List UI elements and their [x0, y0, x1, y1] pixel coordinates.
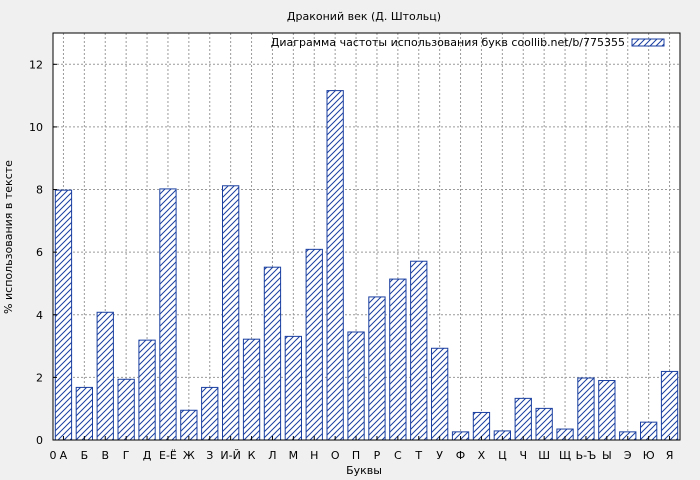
bar-О: [326, 90, 344, 441]
x-tick-label: В: [101, 449, 109, 462]
x-tick-label: Ч: [519, 449, 527, 462]
legend: Диаграмма частоты использования букв coo…: [271, 36, 665, 49]
bar-Х: [472, 411, 491, 441]
bar-У: [430, 347, 449, 441]
x-tick-label: Ю: [643, 449, 655, 462]
x-tick-label: О: [331, 449, 340, 462]
chart-title: Драконий век (Д. Штольц): [287, 10, 441, 23]
y-tick-label: 4: [36, 309, 43, 322]
bar-И-Й: [221, 185, 240, 441]
bar-А: [54, 189, 73, 441]
bar-Е-Ё: [159, 188, 177, 441]
bar-С: [389, 278, 407, 441]
x-tick-label: Ф: [456, 449, 465, 462]
x-tick-label: Ж: [183, 449, 195, 462]
plot-area: [53, 33, 680, 440]
bar-Т: [410, 260, 428, 441]
x-tick-label: К: [248, 449, 256, 462]
x-tick-label: Е-Ё: [159, 449, 177, 462]
bar-Л: [263, 266, 282, 441]
y-tick-label: 8: [36, 184, 43, 197]
x-tick-label: Г: [123, 449, 130, 462]
x-axis-start-label: 0: [50, 449, 57, 462]
y-tick-label: 0: [36, 434, 43, 447]
x-tick-label: Л: [268, 449, 276, 462]
x-tick-label: З: [206, 449, 213, 462]
y-tick-label: 10: [29, 121, 43, 134]
x-tick-label: П: [352, 449, 360, 462]
x-tick-label: Р: [374, 449, 381, 462]
x-tick-label: С: [394, 449, 402, 462]
bar-Ч: [514, 397, 532, 441]
y-axis: 0 2 4 6 8 10 12: [29, 58, 57, 447]
bar-Я: [660, 370, 679, 441]
x-tick-label: Б: [81, 449, 89, 462]
x-tick-label: А: [60, 449, 68, 462]
x-tick-label: И-Й: [220, 449, 240, 462]
bar-Ь-Ъ: [577, 377, 595, 441]
x-tick-label: Ц: [498, 449, 507, 462]
plot-frame: [52, 32, 681, 441]
legend-label: Диаграмма частоты использования букв coo…: [271, 36, 625, 49]
bar-Ш: [535, 407, 553, 441]
bar-П: [347, 331, 365, 441]
x-tick-label: Т: [414, 449, 422, 462]
bar-Н: [305, 248, 323, 441]
x-tick-label: У: [436, 449, 443, 462]
x-tick-label: М: [289, 449, 299, 462]
bar-Р: [368, 296, 386, 441]
y-tick-label: 12: [29, 58, 43, 71]
y-tick-label: 2: [36, 371, 43, 384]
x-tick-label: Ы: [602, 449, 612, 462]
x-tick-label: Ь-Ъ: [576, 449, 597, 462]
bar-К: [242, 338, 261, 441]
y-tick-label: 6: [36, 246, 43, 259]
x-tick-label: Я: [666, 449, 674, 462]
bar-Б: [75, 386, 94, 441]
bar-М: [284, 335, 303, 441]
x-tick-label: Н: [310, 449, 318, 462]
grid-lines: [53, 33, 680, 440]
x-tick-label: Х: [478, 449, 486, 462]
y-axis-label: % использования в тексте: [2, 160, 15, 314]
x-tick-label: Д: [143, 449, 152, 462]
bar-В: [96, 311, 114, 441]
x-tick-label: Э: [624, 449, 632, 462]
x-axis: 0 А Б В Г Д Е-Ё Ж З И-Й К Л М Н О П Р С Т У Ф Х Ц Ч Ш Щ Ь-Ъ Ы Э Ю Я: [50, 436, 674, 462]
bar-Д: [138, 339, 156, 441]
x-tick-label: Щ: [559, 449, 571, 462]
bar-Ж: [180, 409, 198, 441]
bar-З: [201, 386, 219, 441]
x-tick-label: Ш: [538, 449, 550, 462]
bars: [54, 90, 679, 441]
bar-Г: [117, 378, 135, 441]
legend-swatch: [631, 38, 665, 47]
bar-Ы: [598, 380, 616, 441]
x-axis-label: Буквы: [346, 464, 382, 477]
